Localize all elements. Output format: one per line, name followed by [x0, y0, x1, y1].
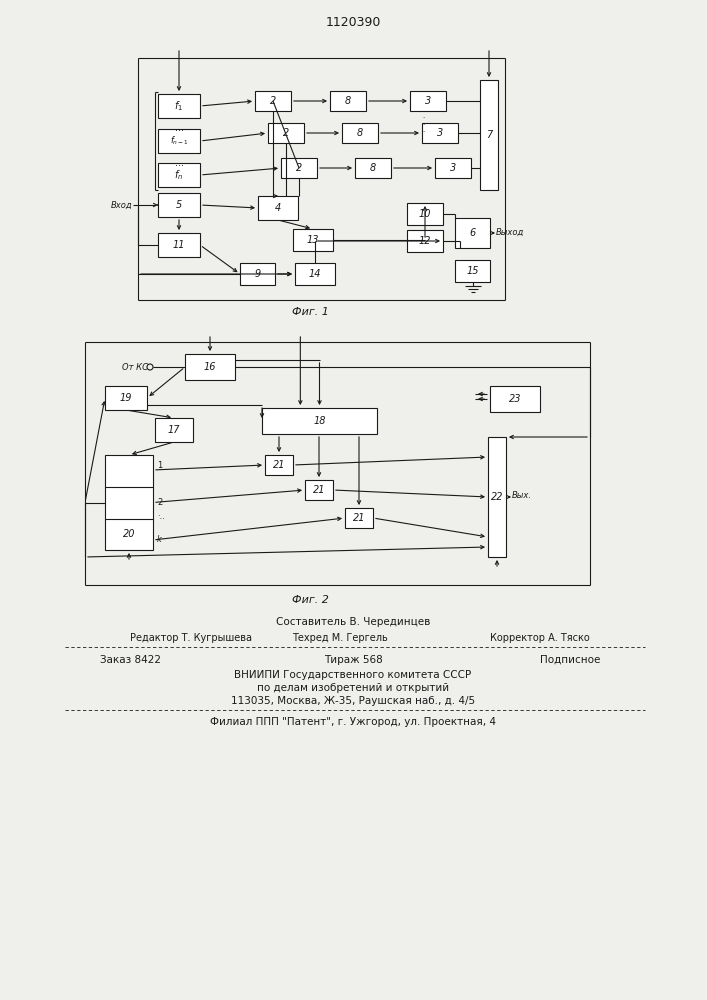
Text: Составитель В. Черединцев: Составитель В. Черединцев — [276, 617, 430, 627]
Text: Вых.: Вых. — [512, 490, 532, 499]
Text: 3: 3 — [437, 128, 443, 138]
Text: Корректор А. Тяско: Корректор А. Тяско — [490, 633, 590, 643]
Text: 2: 2 — [270, 96, 276, 106]
FancyBboxPatch shape — [330, 91, 366, 111]
Text: 4: 4 — [275, 203, 281, 213]
Text: 8: 8 — [345, 96, 351, 106]
Text: 2: 2 — [296, 163, 302, 173]
Text: 22: 22 — [491, 492, 503, 502]
FancyBboxPatch shape — [240, 263, 275, 285]
Text: ·
·
·: · · · — [422, 115, 424, 135]
FancyBboxPatch shape — [455, 218, 490, 248]
FancyBboxPatch shape — [158, 233, 200, 257]
FancyBboxPatch shape — [158, 193, 200, 217]
Text: 6: 6 — [469, 228, 476, 238]
Text: 21: 21 — [273, 460, 285, 470]
FancyBboxPatch shape — [480, 80, 498, 190]
FancyBboxPatch shape — [305, 480, 333, 500]
Text: 19: 19 — [119, 393, 132, 403]
Text: k: k — [157, 536, 162, 544]
FancyBboxPatch shape — [410, 91, 446, 111]
Text: 14: 14 — [309, 269, 321, 279]
Text: ...: ... — [175, 123, 184, 133]
Text: 7: 7 — [486, 130, 492, 140]
Text: Фиг. 2: Фиг. 2 — [291, 595, 329, 605]
Text: 21: 21 — [353, 513, 366, 523]
Text: Редактор Т. Кугрышева: Редактор Т. Кугрышева — [130, 633, 252, 643]
FancyBboxPatch shape — [488, 437, 506, 557]
Text: 113035, Москва, Ж-35, Раушская наб., д. 4/5: 113035, Москва, Ж-35, Раушская наб., д. … — [231, 696, 475, 706]
Text: 10: 10 — [419, 209, 431, 219]
FancyBboxPatch shape — [105, 455, 153, 550]
Text: ВНИИПИ Государственного комитета СССР: ВНИИПИ Государственного комитета СССР — [235, 670, 472, 680]
Text: $f_{n-1}$: $f_{n-1}$ — [170, 135, 189, 147]
Text: 21: 21 — [312, 485, 325, 495]
Text: 3: 3 — [425, 96, 431, 106]
Text: 8: 8 — [370, 163, 376, 173]
Text: Фиг. 1: Фиг. 1 — [291, 307, 329, 317]
Text: 18: 18 — [313, 416, 326, 426]
Text: Подписное: Подписное — [539, 655, 600, 665]
FancyBboxPatch shape — [262, 408, 377, 434]
FancyBboxPatch shape — [258, 196, 298, 220]
Text: ...: ... — [175, 158, 184, 168]
Text: 20: 20 — [123, 529, 135, 539]
FancyBboxPatch shape — [407, 203, 443, 225]
Text: $f_1$: $f_1$ — [175, 99, 184, 113]
Text: Филиал ППП "Патент", г. Ужгород, ул. Проектная, 4: Филиал ППП "Патент", г. Ужгород, ул. Про… — [210, 717, 496, 727]
Text: Тираж 568: Тираж 568 — [324, 655, 382, 665]
Text: 15: 15 — [466, 266, 479, 276]
Text: 8: 8 — [357, 128, 363, 138]
Text: Выход: Выход — [496, 228, 525, 236]
Text: От КС: От КС — [122, 362, 148, 371]
FancyBboxPatch shape — [345, 508, 373, 528]
Text: 5: 5 — [176, 200, 182, 210]
FancyBboxPatch shape — [490, 386, 540, 412]
Text: 16: 16 — [204, 362, 216, 372]
Text: 13: 13 — [307, 235, 320, 245]
Text: Вход: Вход — [110, 200, 132, 210]
Text: 3: 3 — [450, 163, 456, 173]
Text: Заказ 8422: Заказ 8422 — [100, 655, 161, 665]
FancyBboxPatch shape — [407, 230, 443, 252]
Text: 17: 17 — [168, 425, 180, 435]
FancyBboxPatch shape — [185, 354, 235, 380]
Text: 12: 12 — [419, 236, 431, 246]
FancyBboxPatch shape — [158, 129, 200, 153]
FancyBboxPatch shape — [293, 229, 333, 251]
FancyBboxPatch shape — [268, 123, 304, 143]
Text: 9: 9 — [255, 269, 261, 279]
FancyBboxPatch shape — [422, 123, 458, 143]
FancyBboxPatch shape — [105, 386, 147, 410]
Text: $f_n$: $f_n$ — [175, 168, 184, 182]
FancyBboxPatch shape — [342, 123, 378, 143]
FancyBboxPatch shape — [255, 91, 291, 111]
FancyBboxPatch shape — [295, 263, 335, 285]
FancyBboxPatch shape — [435, 158, 471, 178]
Text: ·..: ·.. — [157, 512, 165, 521]
FancyBboxPatch shape — [158, 163, 200, 187]
Text: 2: 2 — [157, 498, 162, 507]
FancyBboxPatch shape — [155, 418, 193, 442]
Text: Техред М. Гергель: Техред М. Гергель — [292, 633, 388, 643]
Text: 1: 1 — [157, 460, 162, 470]
FancyBboxPatch shape — [158, 94, 200, 118]
Text: 11: 11 — [173, 240, 185, 250]
FancyBboxPatch shape — [281, 158, 317, 178]
Text: 23: 23 — [509, 394, 521, 404]
Text: 2: 2 — [283, 128, 289, 138]
Text: по делам изобретений и открытий: по делам изобретений и открытий — [257, 683, 449, 693]
FancyBboxPatch shape — [455, 260, 490, 282]
FancyBboxPatch shape — [355, 158, 391, 178]
FancyBboxPatch shape — [265, 455, 293, 475]
Text: 1120390: 1120390 — [325, 15, 380, 28]
